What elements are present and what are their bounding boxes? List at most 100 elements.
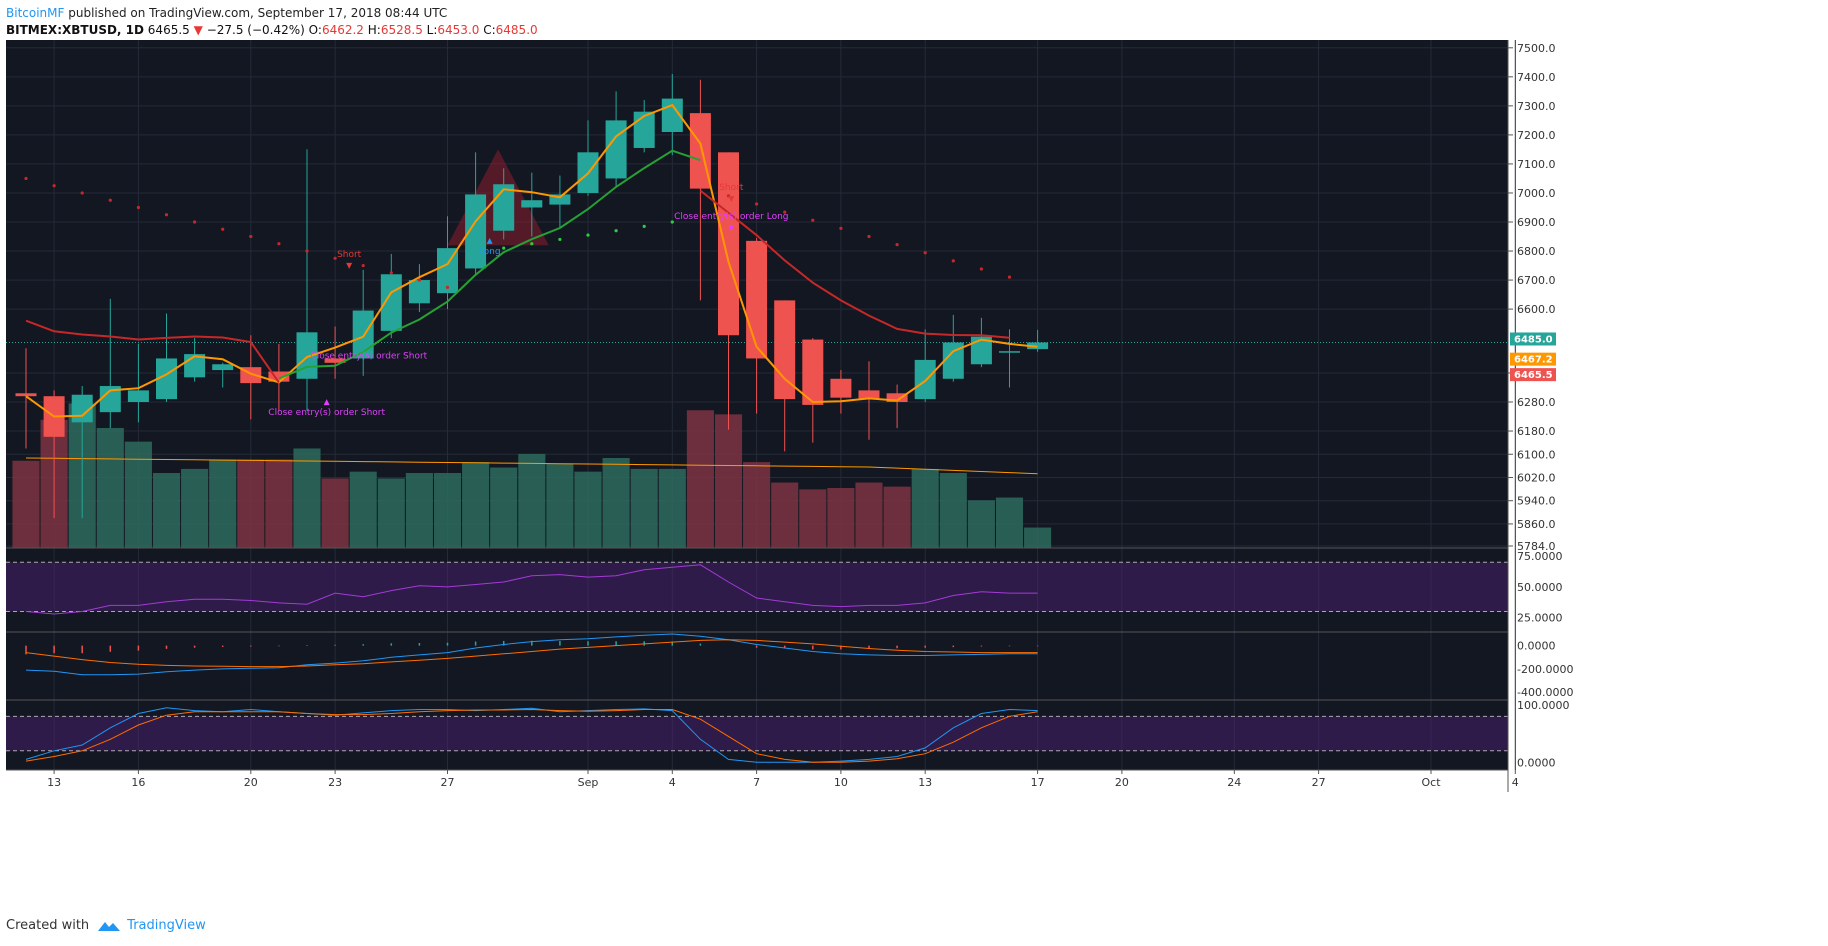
volume-bar — [1024, 527, 1052, 548]
tradingview-logo-icon — [98, 921, 121, 931]
volume-bar — [686, 410, 714, 548]
stoch-tick-label: 100.0000 — [1517, 699, 1570, 712]
volume-bar — [377, 478, 405, 548]
volume-bar — [939, 473, 967, 548]
price-tick-label: 6020.0 — [1517, 471, 1556, 484]
low-label: L: — [426, 23, 438, 37]
volume-bar — [799, 489, 827, 548]
sar-dot — [136, 205, 140, 210]
publish-info: BitcoinMF published on TradingView.com, … — [6, 4, 447, 22]
sar-dot — [839, 226, 843, 230]
sar-dot — [361, 263, 365, 268]
time-axis-background — [6, 770, 1508, 792]
candle-up — [1027, 342, 1049, 350]
price-tag-label: 6467.2 — [1514, 355, 1553, 366]
volume-bar — [124, 441, 152, 548]
candle-down — [886, 393, 908, 402]
open-value: 6462.2 — [321, 23, 364, 37]
symbol-label: BITMEX:XBTUSD, 1D — [6, 23, 144, 37]
price-tick-label: 7100.0 — [1517, 158, 1556, 171]
sar-dot — [586, 233, 590, 237]
arrow-down-icon — [346, 262, 353, 269]
chart-area[interactable]: 7500.0 7400.0 7300.0 7200.0 7100.0 7000.0 6900… — [0, 40, 1828, 910]
sar-dot — [108, 198, 112, 202]
volume-bar — [321, 478, 349, 548]
time-tick-label: 24 — [1227, 776, 1241, 789]
price-tick-label: 5940.0 — [1517, 495, 1556, 508]
candle-up — [942, 342, 964, 379]
slow-ma-line — [25, 319, 280, 384]
volume-bar — [911, 468, 939, 548]
price-tick-label: 6100.0 — [1517, 448, 1556, 461]
price-tick-label: 6180.0 — [1517, 425, 1556, 438]
time-tick-label: 10 — [834, 776, 848, 789]
sar-dot — [52, 184, 56, 188]
sar-dot — [614, 229, 618, 233]
sar-dot — [951, 259, 955, 263]
published-text: published on TradingView.com, September … — [68, 6, 448, 20]
trade-annotation: Short — [719, 183, 744, 193]
price-tick-label: 7300.0 — [1517, 100, 1556, 113]
trade-annotation: Long — [479, 247, 501, 257]
volume-bar — [546, 463, 574, 548]
author-link[interactable]: BitcoinMF — [6, 6, 65, 20]
price-tick-label: 6800.0 — [1517, 245, 1556, 258]
tradingview-link[interactable]: TradingView — [97, 918, 206, 933]
candle-down — [324, 358, 346, 363]
time-tick-label: Sep — [578, 776, 599, 789]
sar-dot — [558, 237, 562, 242]
stoch-band — [6, 716, 1508, 751]
price-tick-label: 5784.0 — [1517, 540, 1556, 553]
price-tag — [1510, 352, 1556, 366]
sar-dot — [445, 285, 450, 289]
arrow-up-icon — [323, 399, 330, 406]
candle-up — [465, 194, 487, 269]
created-with-text: Created with — [6, 918, 90, 933]
candle-up — [156, 358, 177, 400]
rsi-line — [25, 564, 1038, 615]
time-tick-label: 27 — [1312, 776, 1326, 789]
time-tick-label: 7 — [753, 776, 760, 789]
price-tick-label: 7500.0 — [1517, 42, 1556, 55]
volume-bar — [827, 488, 855, 548]
candle-down — [746, 240, 768, 359]
candle-up — [493, 184, 515, 231]
stoch-d-line — [25, 708, 1038, 763]
volume-bar — [574, 471, 602, 548]
volume-bar — [349, 471, 377, 548]
footer: Created with TradingView — [6, 918, 206, 933]
macd-tick-label: -400.0000 — [1517, 686, 1573, 699]
sar-dot — [502, 246, 506, 250]
volume-bar — [237, 459, 265, 548]
price-tick-label: 6280.0 — [1517, 396, 1556, 409]
time-tick-label: 27 — [441, 776, 455, 789]
candle-down — [774, 300, 796, 400]
sar-dot — [417, 278, 421, 282]
candle-up — [127, 390, 149, 402]
sar-dot — [277, 242, 281, 246]
price-tick-label: 7000.0 — [1517, 187, 1556, 200]
volume-bar — [152, 473, 181, 548]
candle-up — [970, 336, 992, 365]
volume-bar — [883, 486, 911, 548]
volume-bar — [995, 497, 1024, 548]
sar-dot — [923, 251, 927, 255]
high-value: 6528.5 — [380, 23, 423, 37]
rsi-tick-label: 25.0000 — [1517, 612, 1563, 625]
rsi-band — [6, 562, 1508, 612]
volume-bar — [602, 458, 630, 548]
candle-down — [858, 390, 880, 400]
trade-annotation: Close entry(s) order Long — [674, 212, 788, 222]
candle-down — [268, 371, 290, 382]
price-tick-label: 7200.0 — [1517, 129, 1556, 142]
trade-annotation: Close entry(s) order Short — [268, 408, 385, 418]
time-tick-label: Oct — [1421, 776, 1441, 789]
sar-dot — [867, 234, 871, 239]
sar-dot — [193, 220, 197, 224]
volume-bar — [181, 468, 209, 548]
fast-ma-line — [25, 103, 1038, 418]
sar-dot — [530, 242, 534, 246]
volume-bar — [433, 473, 462, 548]
candle-up — [437, 248, 458, 294]
sar-dot — [305, 249, 309, 253]
